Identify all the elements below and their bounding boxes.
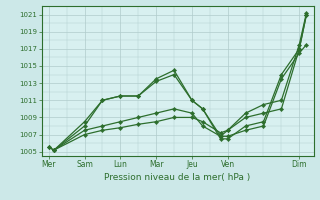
X-axis label: Pression niveau de la mer( hPa ): Pression niveau de la mer( hPa ): [104, 173, 251, 182]
